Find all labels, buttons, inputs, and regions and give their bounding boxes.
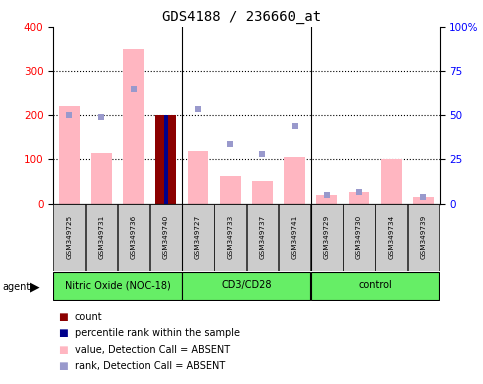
Bar [284, 157, 305, 204]
Bar [381, 159, 402, 204]
Bar [164, 115, 168, 204]
Bar [349, 192, 369, 204]
Text: GSM349739: GSM349739 [420, 215, 426, 259]
Bar [252, 182, 273, 204]
Text: Nitric Oxide (NOC-18): Nitric Oxide (NOC-18) [65, 280, 170, 290]
Text: agent: agent [2, 282, 30, 292]
Bar [123, 49, 144, 204]
Bar [182, 204, 214, 271]
Bar [220, 176, 241, 204]
Text: ■: ■ [58, 312, 68, 322]
Text: count: count [75, 312, 102, 322]
Text: CD3/CD28: CD3/CD28 [221, 280, 271, 290]
Bar [375, 204, 407, 271]
Bar [311, 204, 342, 271]
Text: GSM349741: GSM349741 [292, 215, 298, 259]
Bar [187, 151, 209, 204]
Text: ■: ■ [58, 361, 68, 371]
Text: ■: ■ [58, 328, 68, 338]
Bar [343, 204, 375, 271]
Bar [408, 204, 439, 271]
Bar [279, 204, 311, 271]
Text: GSM349733: GSM349733 [227, 215, 233, 259]
Bar [311, 272, 439, 300]
Bar [214, 204, 246, 271]
Text: GSM349740: GSM349740 [163, 215, 169, 259]
Text: GSM349729: GSM349729 [324, 215, 330, 259]
Bar [413, 197, 434, 204]
Bar [91, 153, 112, 204]
Bar [59, 106, 80, 204]
Text: ■: ■ [58, 345, 68, 355]
Bar [118, 204, 149, 271]
Bar [247, 204, 278, 271]
Text: GSM349737: GSM349737 [259, 215, 266, 259]
Text: GSM349727: GSM349727 [195, 215, 201, 259]
Text: rank, Detection Call = ABSENT: rank, Detection Call = ABSENT [75, 361, 225, 371]
Bar [156, 115, 176, 204]
Bar [150, 204, 182, 271]
Bar [54, 204, 85, 271]
Text: GSM349734: GSM349734 [388, 215, 394, 259]
Bar [182, 272, 311, 300]
Bar [54, 272, 182, 300]
Bar [316, 195, 337, 204]
Text: GSM349730: GSM349730 [356, 215, 362, 259]
Text: control: control [358, 280, 392, 290]
Text: GSM349736: GSM349736 [130, 215, 137, 259]
Text: GDS4188 / 236660_at: GDS4188 / 236660_at [162, 10, 321, 23]
Text: value, Detection Call = ABSENT: value, Detection Call = ABSENT [75, 345, 230, 355]
Text: ▶: ▶ [30, 280, 40, 293]
Text: GSM349731: GSM349731 [99, 215, 104, 259]
Text: percentile rank within the sample: percentile rank within the sample [75, 328, 240, 338]
Text: GSM349725: GSM349725 [66, 215, 72, 259]
Bar [85, 204, 117, 271]
